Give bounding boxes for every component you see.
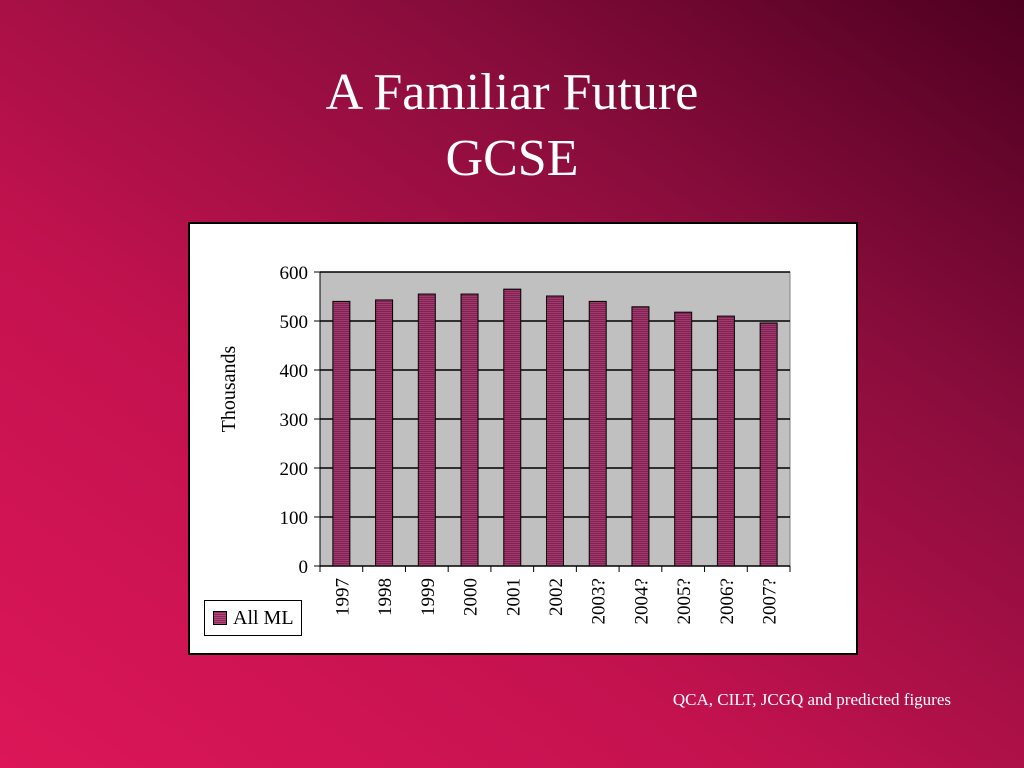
bar: [460, 293, 479, 567]
chart-legend: All ML: [204, 600, 302, 636]
y-tick-label: 100: [280, 508, 309, 529]
slide-title: A Familiar Future GCSE: [0, 60, 1024, 192]
x-tick-label: 2003?: [589, 578, 610, 624]
bar: [588, 300, 607, 567]
title-line-2: GCSE: [445, 130, 579, 187]
x-tick-label: 2000: [461, 578, 482, 616]
y-tick-label: 600: [280, 263, 309, 284]
y-tick-label: 0: [299, 557, 309, 578]
x-tick-label: 1997: [332, 578, 353, 616]
y-tick-label: 400: [280, 361, 309, 382]
bar: [503, 288, 522, 567]
x-tick-label: 2002: [546, 578, 567, 616]
title-line-1: A Familiar Future: [325, 64, 699, 121]
bar: [716, 315, 735, 567]
legend-label: All ML: [233, 606, 294, 629]
chart-container: 0 100 200 300 400 500 600 Thousands 1997 1998 1999…: [188, 222, 858, 655]
x-tick-label: 1999: [418, 578, 439, 616]
bar: [375, 299, 394, 567]
x-tick-label: 2004?: [631, 578, 652, 624]
y-axis-label: Thousands: [218, 345, 240, 432]
bar: [631, 306, 650, 567]
x-tick-label: 2005?: [674, 578, 695, 624]
source-note: QCA, CILT, JCGQ and predicted figures: [672, 690, 951, 709]
bar: [332, 300, 351, 567]
x-tick-label: 2001: [503, 578, 524, 616]
x-tick-label: 2007?: [760, 578, 781, 624]
x-tick-label: 2006?: [717, 578, 738, 624]
bar-chart: 0 100 200 300 400 500 600 Thousands 1997 1998 1999…: [218, 263, 791, 624]
x-tick-label: 1998: [375, 578, 396, 616]
y-tick-label: 300: [280, 410, 309, 431]
bar: [759, 322, 778, 567]
bar: [417, 293, 436, 567]
legend-swatch: [213, 611, 227, 625]
y-tick-label: 200: [280, 459, 309, 480]
bar: [674, 311, 693, 567]
y-tick-label: 500: [280, 312, 309, 333]
bar: [546, 295, 564, 567]
